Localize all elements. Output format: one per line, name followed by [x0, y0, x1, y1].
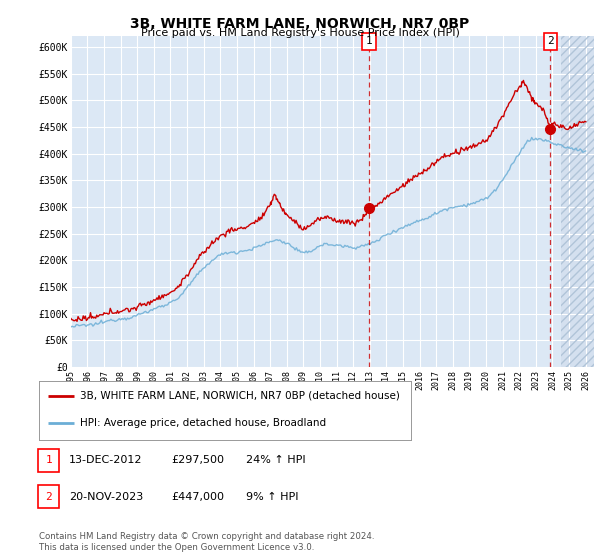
- Text: Contains HM Land Registry data © Crown copyright and database right 2024.
This d: Contains HM Land Registry data © Crown c…: [39, 532, 374, 552]
- Text: 3B, WHITE FARM LANE, NORWICH, NR7 0BP: 3B, WHITE FARM LANE, NORWICH, NR7 0BP: [130, 17, 470, 31]
- Text: 9% ↑ HPI: 9% ↑ HPI: [246, 492, 299, 502]
- Text: 3B, WHITE FARM LANE, NORWICH, NR7 0BP (detached house): 3B, WHITE FARM LANE, NORWICH, NR7 0BP (d…: [80, 390, 400, 400]
- Text: 2: 2: [547, 36, 554, 46]
- Text: HPI: Average price, detached house, Broadland: HPI: Average price, detached house, Broa…: [80, 418, 326, 428]
- Text: 13-DEC-2012: 13-DEC-2012: [69, 455, 143, 465]
- Text: £297,500: £297,500: [171, 455, 224, 465]
- Bar: [561, 36, 594, 367]
- Text: Price paid vs. HM Land Registry's House Price Index (HPI): Price paid vs. HM Land Registry's House …: [140, 28, 460, 38]
- Text: 1: 1: [45, 455, 52, 465]
- Text: 24% ↑ HPI: 24% ↑ HPI: [246, 455, 305, 465]
- Text: £447,000: £447,000: [171, 492, 224, 502]
- Bar: [561, 36, 594, 367]
- Text: 2: 2: [45, 492, 52, 502]
- Text: 1: 1: [365, 36, 373, 46]
- Text: 20-NOV-2023: 20-NOV-2023: [69, 492, 143, 502]
